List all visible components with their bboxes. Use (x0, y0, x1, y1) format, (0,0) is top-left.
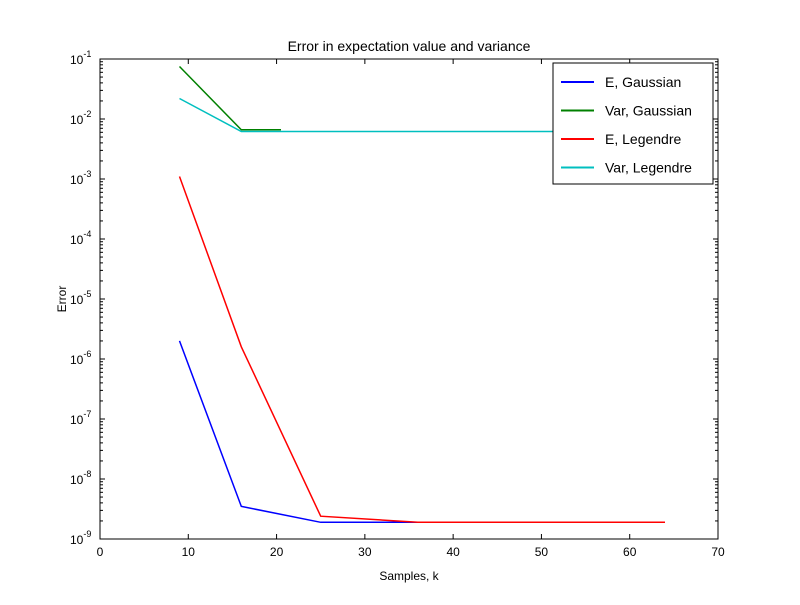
y-tick-base: 10 (70, 113, 84, 127)
y-tick-exponent: -1 (83, 49, 91, 59)
y-tick-exponent: -4 (83, 229, 91, 239)
y-tick-label: 10-7 (70, 409, 91, 427)
y-tick-label: 10-4 (70, 229, 91, 247)
x-tick-label: 70 (711, 545, 725, 559)
legend-label: Var, Legendre (605, 160, 692, 176)
y-tick-label: 10-6 (70, 349, 91, 367)
legend-label: E, Legendre (605, 131, 681, 147)
x-tick-label: 50 (535, 545, 549, 559)
series-line-e-legendre (178, 176, 665, 524)
legend-label: Var, Gaussian (605, 103, 692, 119)
x-tick-label: 10 (182, 545, 196, 559)
series-line-var-gaussian (178, 65, 281, 131)
y-tick-label: 10-8 (70, 469, 91, 487)
x-axis-label: Samples, k (379, 569, 439, 583)
x-tick-label: 40 (446, 545, 460, 559)
chart-title: Error in expectation value and variance (288, 38, 531, 54)
y-tick-label: 10-5 (70, 289, 91, 307)
y-tick-base: 10 (70, 413, 84, 427)
y-tick-exponent: -3 (83, 169, 91, 179)
y-tick-base: 10 (70, 233, 84, 247)
legend-box (552, 62, 714, 185)
y-axis-label: Error (55, 286, 69, 313)
y-tick-base: 10 (70, 293, 84, 307)
x-tick-label: 30 (358, 545, 372, 559)
y-tick-exponent: -2 (83, 109, 91, 119)
x-tick-label: 20 (270, 545, 284, 559)
y-tick-exponent: -5 (83, 289, 91, 299)
y-tick-label: 10-9 (70, 529, 91, 547)
x-tick-label: 0 (97, 545, 104, 559)
y-tick-label: 10-2 (70, 109, 91, 127)
y-tick-base: 10 (70, 173, 84, 187)
series-line-e-gaussian (178, 340, 665, 524)
y-tick-label: 10-1 (70, 49, 91, 67)
legend: E, Gaussian Var, Gaussian E, Legendre Var, … (552, 62, 714, 185)
y-tick-base: 10 (70, 353, 84, 367)
y-tick-exponent: -9 (83, 529, 91, 539)
y-tick-exponent: -8 (83, 469, 91, 479)
axis-ticks: 0 10 20 30 40 50 60 7010-910-810-710-610-510-41… (70, 49, 725, 559)
y-tick-base: 10 (70, 473, 84, 487)
x-tick-label: 60 (623, 545, 637, 559)
y-tick-base: 10 (70, 533, 84, 547)
y-tick-exponent: -7 (83, 409, 91, 419)
y-tick-base: 10 (70, 53, 84, 67)
legend-label: E, Gaussian (605, 74, 681, 90)
y-tick-exponent: -6 (83, 349, 91, 359)
y-tick-label: 10-3 (70, 169, 91, 187)
